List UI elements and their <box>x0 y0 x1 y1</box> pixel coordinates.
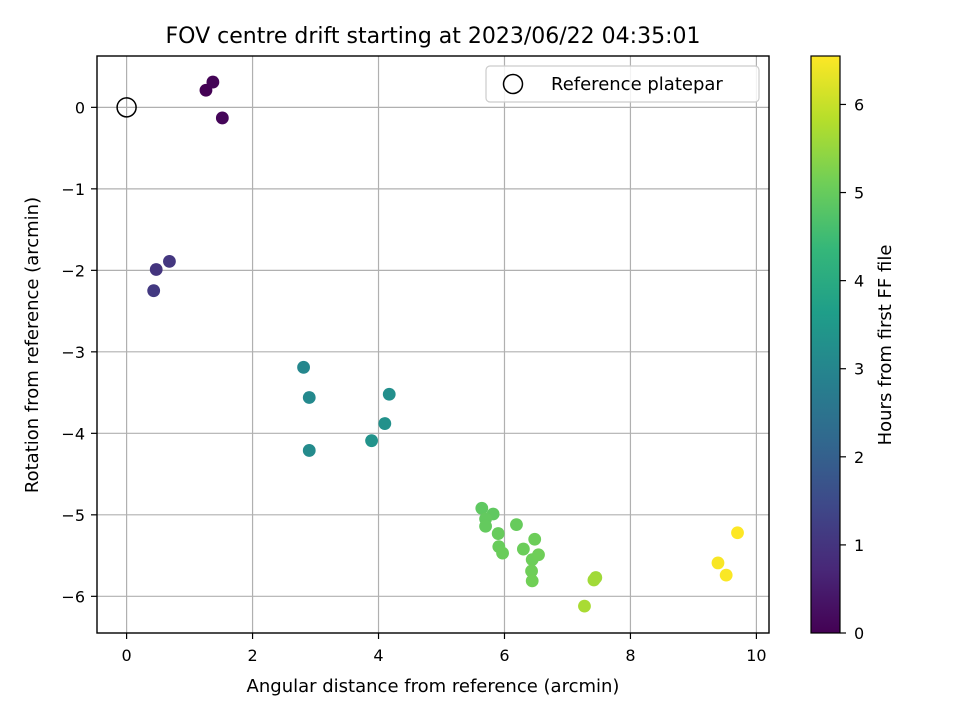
x-tick-label: 4 <box>373 646 383 665</box>
data-point <box>711 556 725 570</box>
y-tick-label: −4 <box>61 424 85 443</box>
data-point <box>496 546 509 560</box>
x-tick-label: 0 <box>122 646 132 665</box>
x-tick-label: 6 <box>499 646 509 665</box>
data-point <box>510 518 523 532</box>
y-tick-label: −2 <box>61 261 85 280</box>
colorbar-tick-label: 6 <box>854 95 864 114</box>
data-points <box>147 75 744 613</box>
data-point <box>297 360 310 374</box>
y-axis-ticks: 0 −1 −2 −3 −4 −5 −6 <box>61 98 97 606</box>
y-tick-label: −6 <box>61 587 85 606</box>
data-point <box>587 573 601 587</box>
plot-frame <box>96 55 770 634</box>
colorbar-tick-label: 5 <box>854 184 864 203</box>
grid-lines <box>97 56 769 633</box>
colorbar: 0 1 2 3 4 5 6 Hours from first FF file <box>810 55 896 643</box>
x-axis-label: Angular distance from reference (arcmin) <box>247 676 620 697</box>
legend-marker-open-circle <box>502 73 524 95</box>
y-tick-label: 0 <box>75 98 85 117</box>
colorbar-gradient <box>810 55 841 634</box>
data-point <box>302 391 316 404</box>
data-point <box>532 548 545 562</box>
data-point <box>528 532 542 546</box>
data-point <box>149 263 163 276</box>
legend-label-reference-platepar: Reference platepar <box>551 74 723 95</box>
colorbar-ticks: 0 1 2 3 4 5 6 <box>840 95 864 643</box>
legend-box <box>485 65 760 103</box>
data-point <box>731 526 744 540</box>
data-point <box>475 501 489 515</box>
y-tick-label: −5 <box>61 506 85 525</box>
data-point <box>525 574 539 588</box>
data-point <box>302 444 316 457</box>
data-point <box>525 564 538 578</box>
data-point <box>215 111 229 125</box>
data-point <box>147 284 161 298</box>
x-tick-label: 10 <box>746 646 766 665</box>
y-axis-label: Rotation from reference (arcmin) <box>22 197 43 493</box>
colorbar-tick-label: 1 <box>854 536 864 555</box>
legend: Reference platepar <box>485 65 760 103</box>
data-point <box>378 417 392 430</box>
colorbar-tick-label: 3 <box>854 360 864 379</box>
chart-title: FOV centre drift starting at 2023/06/22 … <box>166 24 701 49</box>
colorbar-tick-label: 4 <box>854 272 864 291</box>
data-point <box>382 387 396 401</box>
y-tick-label: −3 <box>61 343 85 362</box>
colorbar-tick-label: 2 <box>854 448 864 467</box>
x-tick-label: 2 <box>247 646 257 665</box>
y-tick-label: −1 <box>61 180 85 199</box>
data-point <box>719 568 733 582</box>
x-tick-label: 8 <box>625 646 635 665</box>
reference-platepar-marker <box>116 97 137 118</box>
data-point <box>491 527 505 540</box>
data-point <box>479 519 492 533</box>
data-point <box>516 542 530 556</box>
x-axis-ticks: 0 2 4 6 8 10 <box>122 633 767 665</box>
data-point <box>163 254 176 268</box>
data-point <box>578 599 591 613</box>
data-point <box>365 434 378 448</box>
reference-marker <box>116 97 137 118</box>
colorbar-label: Hours from first FF file <box>875 245 896 446</box>
data-point <box>206 75 220 89</box>
colorbar-tick-label: 0 <box>854 624 864 643</box>
